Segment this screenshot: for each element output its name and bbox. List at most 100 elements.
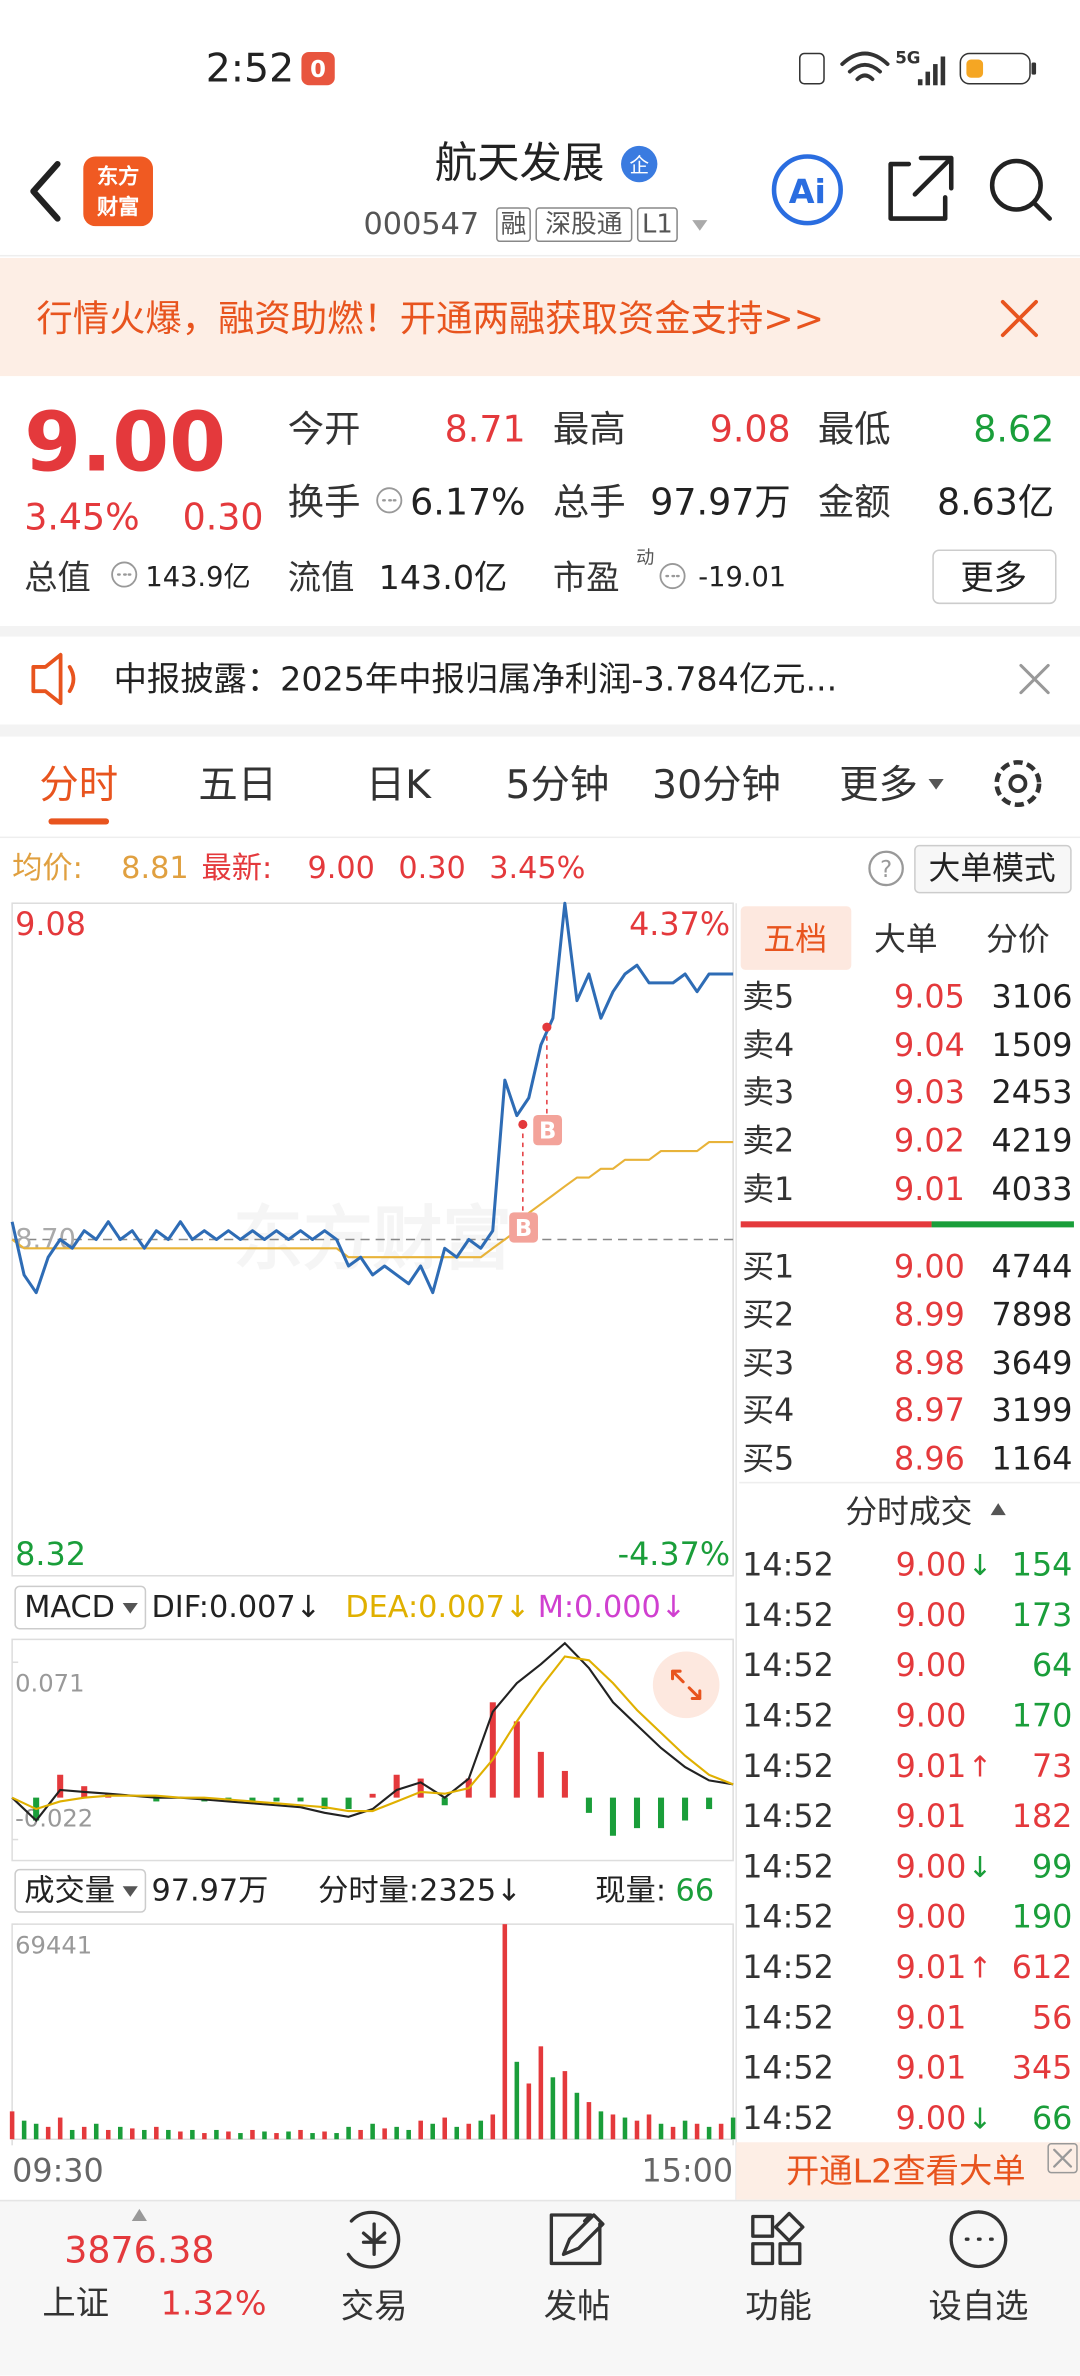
nav-icon[interactable] xyxy=(949,2210,1008,2269)
banner-text[interactable]: 行情火爆，融资助燃！开通两融获取资金支持>> xyxy=(36,297,824,340)
more-button[interactable] xyxy=(932,549,1057,605)
book-label: 卖5 xyxy=(742,979,794,1016)
volume-total: 97.97万 xyxy=(151,1873,268,1908)
trade-price: 9.00 xyxy=(896,1899,967,1936)
book-price: 8.98 xyxy=(894,1345,965,1382)
trade-time: 14:52 xyxy=(742,1999,834,2036)
expand-button[interactable] xyxy=(652,1651,720,1719)
trade-volume: 99 xyxy=(1032,1848,1072,1885)
volume-bar xyxy=(454,2126,460,2140)
chart-tab[interactable]: 五日 xyxy=(198,762,277,808)
trade-marker xyxy=(518,1119,528,1130)
search-icon[interactable] xyxy=(989,158,1043,212)
x-tick-label: 09:30 xyxy=(12,2153,104,2190)
trade-volume: 173 xyxy=(1012,1597,1073,1634)
trade-time: 14:52 xyxy=(742,1748,834,1785)
macd-bar xyxy=(489,1702,496,1798)
volume-bar xyxy=(574,2092,580,2140)
volume-bar xyxy=(598,2111,604,2140)
trade-price: 9.01 xyxy=(896,1949,967,1986)
legend-dropdown[interactable] xyxy=(14,1585,147,1630)
volume-bar xyxy=(105,2129,111,2140)
volume-bar xyxy=(93,2123,99,2140)
book-volume: 3106 xyxy=(992,979,1073,1016)
dropdown-arrow xyxy=(692,220,708,231)
signal-bar xyxy=(925,71,931,86)
nav-label[interactable]: 设自选 xyxy=(929,2286,1029,2325)
volume-bar xyxy=(45,2126,51,2140)
settings-icon[interactable] xyxy=(994,760,1042,808)
l2-banner-text[interactable]: 开通L2查看大单 xyxy=(786,2152,1026,2191)
ai-label[interactable]: Ai xyxy=(789,172,826,211)
price: 9.00 xyxy=(24,395,226,490)
trade-volume: 56 xyxy=(1032,1999,1072,2036)
chart-tab[interactable]: 更多 xyxy=(839,762,918,808)
volume-bar xyxy=(226,2131,231,2140)
banner xyxy=(0,257,1080,377)
trade-price: 9.01 xyxy=(896,1798,967,1835)
more-label[interactable]: 更多 xyxy=(960,558,1027,597)
index-name[interactable]: 上证 xyxy=(42,2283,109,2322)
trade-badge xyxy=(533,1114,563,1146)
trade-time: 14:52 xyxy=(742,1798,834,1835)
index-value[interactable]: 3876.38 xyxy=(64,2228,214,2271)
volume-bar xyxy=(418,2120,423,2140)
macd-bar xyxy=(297,1797,304,1802)
battery-nub xyxy=(1031,62,1037,75)
volume-bar xyxy=(214,2129,219,2140)
nav-label[interactable]: 发帖 xyxy=(544,2286,611,2325)
latest-value: 9.00 xyxy=(307,851,374,886)
chart-tab[interactable]: 30分钟 xyxy=(652,762,781,808)
nav-icon[interactable] xyxy=(751,2211,805,2266)
mode-label[interactable]: 大单模式 xyxy=(929,850,1056,887)
volume-bar xyxy=(706,2126,712,2140)
volume-bar xyxy=(202,2133,207,2140)
macd-bar xyxy=(369,1793,376,1798)
trade-volume: 154 xyxy=(1012,1547,1073,1584)
trade-volume: 612 xyxy=(1012,1949,1073,1986)
chart-tab[interactable]: 5分钟 xyxy=(506,762,610,808)
legend-dropdown[interactable] xyxy=(14,1868,147,1913)
book-price: 9.00 xyxy=(894,1248,965,1285)
book-tab[interactable]: 五档 xyxy=(763,921,827,958)
nav-label[interactable]: 功能 xyxy=(745,2286,812,2325)
nav-icon[interactable] xyxy=(346,2210,401,2269)
book-volume: 3199 xyxy=(992,1392,1073,1429)
trade-price: 9.01 xyxy=(896,2050,967,2087)
trade-marker xyxy=(542,1022,552,1032)
chart-tab[interactable]: 分时 xyxy=(39,762,118,808)
book-tab[interactable]: 大单 xyxy=(874,921,938,958)
field-value: -19.01 xyxy=(698,562,786,593)
trades-title: 分时成交 xyxy=(845,1494,972,1531)
stock-name: 航天发展 xyxy=(435,140,605,189)
volume-bar xyxy=(190,2129,195,2140)
back-button[interactable] xyxy=(30,161,61,222)
index-change[interactable]: 1.32% xyxy=(161,2283,267,2322)
chart-tab[interactable]: 日K xyxy=(366,762,432,808)
volume-bar xyxy=(69,2129,75,2140)
notice-text[interactable]: 中报披露：2025年中报归属净利润-3.784亿元... xyxy=(114,660,838,699)
avg-value: 8.81 xyxy=(121,851,188,886)
tag-box xyxy=(535,207,633,243)
macd-bar xyxy=(609,1797,616,1836)
indicator-name[interactable]: 成交量 xyxy=(24,1873,115,1908)
indicator-name[interactable]: MACD xyxy=(24,1590,115,1625)
field-label: 总值 xyxy=(24,558,91,597)
mode-button[interactable] xyxy=(914,844,1072,894)
volume-bar xyxy=(154,2126,159,2140)
volume-bar xyxy=(694,2123,700,2140)
trade-time: 14:52 xyxy=(742,1899,834,1936)
signal-bar xyxy=(940,56,946,86)
book-tab[interactable]: 分价 xyxy=(986,921,1050,958)
volume-bar xyxy=(142,2129,147,2140)
trade-volume: 182 xyxy=(1012,1798,1073,1835)
trade-price: 9.00 xyxy=(896,1597,967,1634)
macd-bar xyxy=(633,1797,641,1829)
banner-close xyxy=(1000,299,1038,338)
nav-icon[interactable] xyxy=(549,2213,605,2266)
trades-arrow xyxy=(990,1503,1006,1516)
ai-button[interactable] xyxy=(771,154,843,226)
stock-tag: 深股通 xyxy=(545,210,622,240)
nav-label[interactable]: 交易 xyxy=(341,2286,408,2325)
latest-change: 0.30 xyxy=(398,851,465,886)
